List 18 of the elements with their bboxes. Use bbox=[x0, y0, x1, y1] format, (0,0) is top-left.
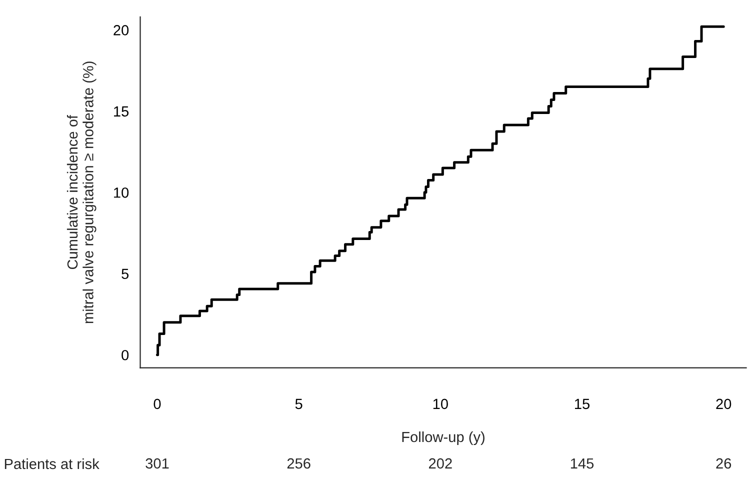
text: 202 bbox=[428, 458, 452, 469]
text: 145 bbox=[570, 458, 594, 469]
y-axis-title: Cumulative incidence of mitral valve regurgitation ≥ moderate (%) bbox=[66, 62, 96, 324]
text: 26 bbox=[716, 458, 732, 469]
x-tick-label: 5 bbox=[295, 398, 302, 410]
y-tick-label: 15 bbox=[114, 106, 129, 117]
x-tick-label: 20 bbox=[716, 398, 732, 410]
text: 301 bbox=[146, 458, 169, 469]
y-tick-label: 5 bbox=[122, 268, 129, 280]
text: 256 bbox=[287, 458, 310, 469]
y-tick-label: 0 bbox=[122, 350, 129, 360]
x-tick-label: 10 bbox=[433, 398, 448, 410]
text: Patients at risk bbox=[4, 458, 100, 470]
x-tick-label: 15 bbox=[575, 398, 590, 410]
y-tick-label: 10 bbox=[114, 187, 129, 198]
x-axis-title: Follow-up (y) bbox=[402, 431, 484, 446]
y-tick-label: 20 bbox=[114, 25, 129, 36]
x-tick-label: 0 bbox=[154, 398, 161, 410]
